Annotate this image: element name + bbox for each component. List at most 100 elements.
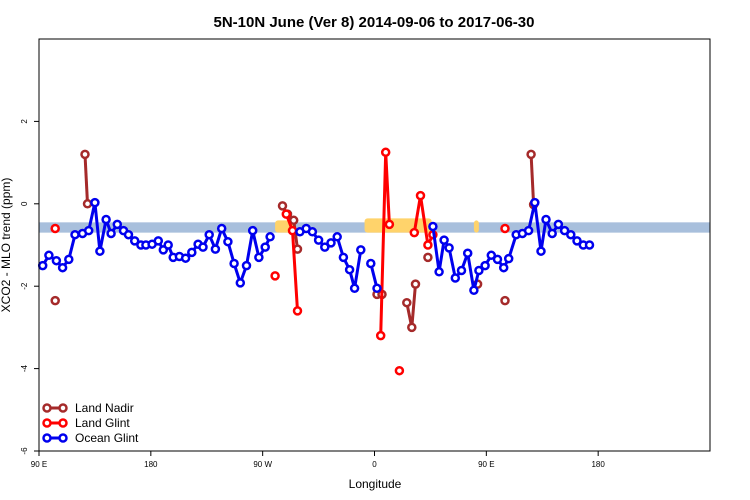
legend-swatch-marker: [42, 433, 52, 443]
data-point-land-nadir: [50, 295, 60, 306]
data-point-land-nadir: [288, 215, 299, 226]
data-point-ocean-glint: [498, 262, 509, 273]
data-point-ocean-glint: [260, 242, 270, 252]
data-point-ocean-glint: [332, 232, 342, 242]
data-point-ocean-glint: [216, 223, 227, 234]
plot-area: [37, 38, 711, 452]
data-point-ocean-glint: [223, 236, 233, 247]
data-point-ocean-glint: [198, 242, 208, 252]
data-point-ocean-glint: [320, 242, 330, 252]
data-point-ocean-glint: [123, 229, 134, 240]
data-point-ocean-glint: [344, 264, 355, 275]
data-point-land-nadir: [423, 252, 433, 263]
data-point-land-nadir: [80, 149, 90, 160]
data-point-ocean-glint: [307, 227, 318, 237]
data-point-ocean-glint: [503, 253, 514, 264]
data-point-land-nadir: [277, 201, 288, 211]
data-point-ocean-glint: [492, 254, 503, 265]
data-point-ocean-glint: [536, 246, 546, 256]
data-point-ocean-glint: [372, 283, 382, 294]
x-tick-label: 180: [144, 460, 158, 469]
x-axis-label: Longitude: [349, 477, 402, 491]
data-point-land-glint: [500, 223, 510, 234]
series-ocean-glint: [37, 197, 595, 296]
y-axis: -6 -4 -2 0 2: [20, 119, 39, 455]
data-point-ocean-glint: [530, 197, 540, 208]
data-point-land-glint: [270, 271, 280, 281]
y-tick-label: -2: [20, 282, 29, 290]
legend-label: Land Nadir: [75, 401, 134, 415]
data-point-land-glint: [380, 147, 391, 158]
legend-item-ocean-glint: Ocean Glint: [42, 431, 139, 445]
data-point-ocean-glint: [313, 235, 324, 245]
x-tick-label: 90 E: [478, 460, 494, 469]
data-point-ocean-glint: [70, 229, 80, 240]
y-tick-label: -6: [20, 447, 29, 455]
data-point-ocean-glint: [235, 278, 246, 288]
y-tick-label: -4: [20, 364, 29, 372]
data-point-ocean-glint: [254, 252, 264, 263]
data-point-ocean-glint: [210, 244, 221, 254]
data-point-ocean-glint: [349, 283, 360, 294]
data-point-land-glint: [287, 225, 298, 236]
y-axis-label: XCO2 - MLO trend (ppm): [0, 178, 13, 313]
legend-item-land-nadir: Land Nadir: [42, 401, 134, 415]
x-tick-label: 90 E: [31, 460, 47, 469]
data-point-ocean-glint: [553, 219, 564, 230]
data-point-ocean-glint: [229, 258, 239, 269]
data-point-ocean-glint: [356, 245, 366, 255]
data-point-land-glint: [409, 227, 420, 238]
data-point-ocean-glint: [366, 258, 376, 269]
data-point-ocean-glint: [439, 235, 449, 245]
data-point-land-glint: [423, 240, 433, 250]
chart-title: 5N-10N June (Ver 8) 2014-09-06 to 2017-0…: [213, 14, 534, 31]
data-point-ocean-glint: [204, 229, 214, 240]
legend-swatch-marker: [42, 418, 52, 428]
data-point-ocean-glint: [444, 243, 454, 253]
x-tick-label: 0: [372, 460, 377, 469]
land-patch: [473, 220, 479, 233]
data-point-ocean-glint: [90, 197, 100, 208]
series-line-land-nadir: [83, 154, 89, 204]
data-point-ocean-glint: [462, 248, 473, 258]
legend-label: Ocean Glint: [75, 431, 139, 445]
data-point-ocean-glint: [469, 285, 479, 296]
data-point-land-glint: [292, 306, 303, 316]
data-point-ocean-glint: [584, 240, 595, 250]
series-line-land-nadir: [529, 154, 536, 205]
legend-swatch-marker: [58, 403, 68, 413]
data-point-ocean-glint: [572, 236, 582, 246]
data-point-land-glint: [415, 190, 426, 201]
legend-item-land-glint: Land Glint: [42, 416, 130, 430]
data-point-ocean-glint: [241, 260, 252, 271]
series-land-glint: [50, 147, 510, 376]
data-point-ocean-glint: [187, 247, 197, 258]
data-point-ocean-glint: [64, 254, 74, 265]
data-point-land-nadir: [407, 322, 417, 333]
data-point-ocean-glint: [566, 229, 576, 240]
data-point-ocean-glint: [106, 228, 116, 239]
data-point-ocean-glint: [83, 225, 94, 236]
data-point-ocean-glint: [112, 219, 123, 230]
y-tick-label: 2: [20, 119, 29, 124]
data-point-ocean-glint: [129, 236, 140, 246]
data-point-ocean-glint: [486, 250, 497, 261]
land-patch: [364, 218, 432, 233]
legend-label: Land Glint: [75, 416, 130, 430]
data-point-ocean-glint: [326, 238, 336, 248]
data-point-ocean-glint: [163, 240, 173, 250]
data-point-ocean-glint: [95, 246, 105, 256]
data-point-land-glint: [394, 365, 405, 376]
data-point-ocean-glint: [547, 228, 557, 239]
data-point-land-nadir: [402, 297, 412, 308]
data-point-ocean-glint: [434, 267, 444, 277]
data-point-ocean-glint: [474, 265, 484, 276]
legend-swatch-marker: [58, 418, 68, 428]
data-point-ocean-glint: [101, 214, 111, 225]
data-point-land-nadir: [500, 295, 510, 306]
data-point-ocean-glint: [450, 273, 461, 283]
series-line-land-glint: [412, 194, 435, 247]
x-tick-label: 90 W: [253, 460, 272, 469]
